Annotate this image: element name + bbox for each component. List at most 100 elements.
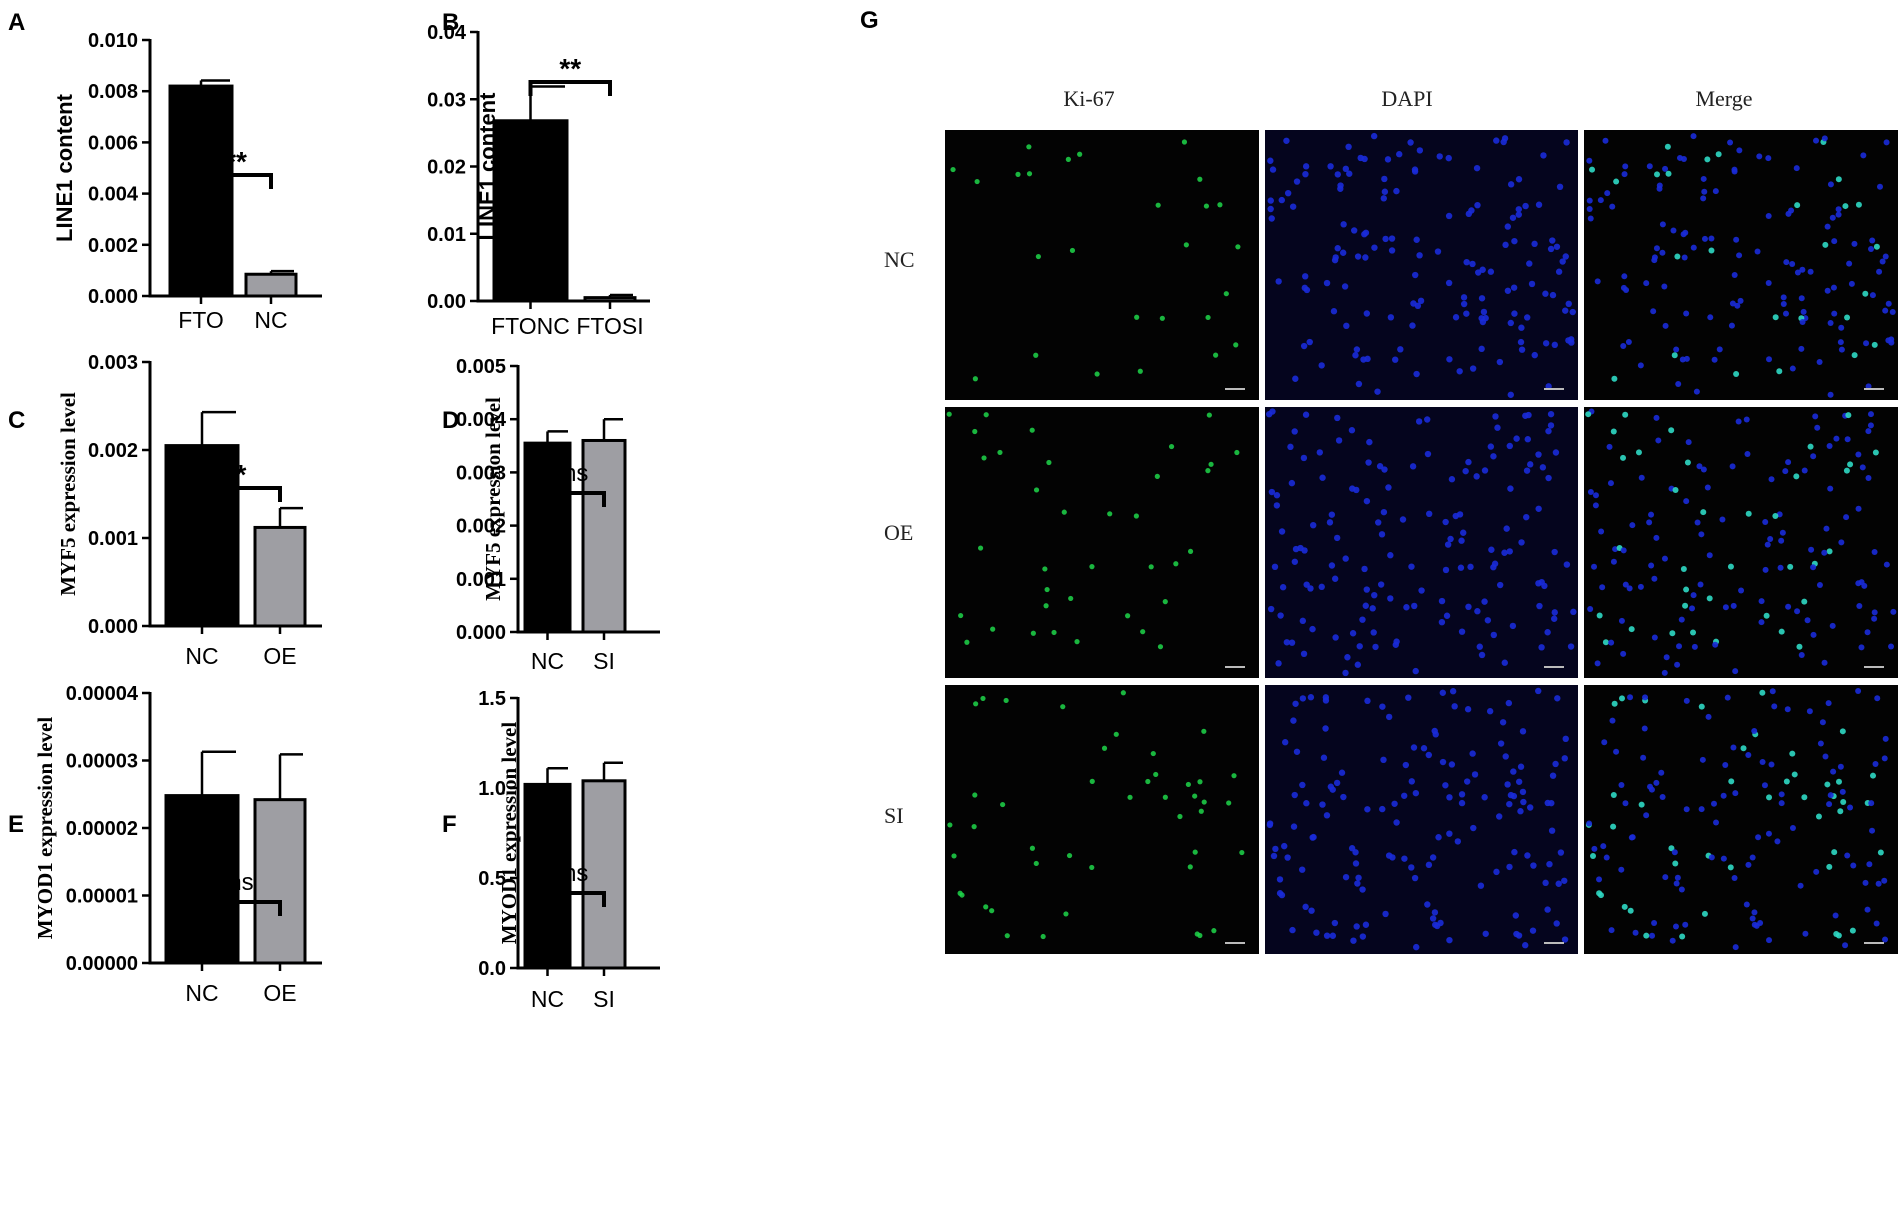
- dapi-nucleus: [1362, 254, 1369, 261]
- panel-b-letter: B: [442, 9, 459, 36]
- merged-nucleus: [1835, 211, 1842, 218]
- merged-nucleus: [1638, 474, 1645, 481]
- merged-nucleus: [1879, 258, 1886, 265]
- dapi-nucleus: [1507, 791, 1515, 799]
- dapi-nucleus: [1448, 761, 1456, 768]
- merged-nucleus: [1769, 688, 1776, 695]
- dapi-nucleus: [1372, 643, 1379, 651]
- dapi-nucleus: [1490, 453, 1497, 460]
- dapi-nucleus: [1379, 805, 1386, 813]
- dapi-nucleus: [1502, 241, 1509, 249]
- ki67-positive-cell: [972, 428, 978, 435]
- merged-positive-cell: [1680, 565, 1687, 572]
- dapi-nucleus: [1380, 756, 1387, 764]
- merged-nucleus: [1827, 181, 1834, 188]
- dapi-nucleus: [1542, 340, 1550, 347]
- ki67-positive-cell: [1068, 595, 1074, 602]
- dapi-nucleus: [1555, 268, 1563, 275]
- dapi-nucleus: [1334, 245, 1341, 252]
- dapi-nucleus: [1291, 428, 1298, 435]
- dapi-nucleus: [1506, 442, 1513, 450]
- dapi-nucleus: [1348, 427, 1356, 434]
- dapi-nucleus: [1546, 860, 1553, 868]
- dapi-nucleus: [1449, 688, 1457, 695]
- merged-nucleus: [1701, 235, 1708, 242]
- merged-nucleus: [1659, 249, 1666, 256]
- merged-nucleus: [1778, 791, 1785, 798]
- merged-nucleus: [1594, 660, 1601, 667]
- ki67-positive-cell: [1113, 731, 1119, 737]
- dapi-nucleus: [1492, 413, 1499, 420]
- dapi-nucleus: [1319, 474, 1326, 481]
- dapi-nucleus: [1363, 497, 1371, 505]
- dapi-nucleus: [1465, 603, 1472, 611]
- dapi-nucleus: [1322, 725, 1329, 732]
- dapi-nucleus: [1494, 424, 1501, 431]
- dapi-nucleus: [1452, 512, 1459, 520]
- dapi-nucleus: [1301, 547, 1308, 554]
- dapi-nucleus: [1527, 804, 1534, 811]
- dapi-nucleus: [1458, 791, 1466, 798]
- dapi-nucleus: [1273, 502, 1281, 509]
- merged-nucleus: [1869, 292, 1876, 299]
- dapi-nucleus: [1465, 458, 1472, 466]
- dapi-nucleus: [1364, 355, 1371, 363]
- merged-nucleus: [1751, 727, 1758, 734]
- panel-d-ytick-label: 0.000: [456, 622, 506, 644]
- merged-nucleus: [1860, 152, 1867, 159]
- dapi-nucleus: [1429, 854, 1437, 861]
- merged-nucleus: [1863, 340, 1870, 347]
- dapi-nucleus: [1359, 616, 1366, 623]
- merged-nucleus: [1822, 753, 1829, 760]
- dapi-nucleus: [1547, 410, 1555, 418]
- dapi-nucleus: [1473, 473, 1480, 480]
- ki67-positive-cell: [1051, 629, 1057, 636]
- dapi-nucleus: [1392, 641, 1399, 648]
- merged-positive-cell: [1843, 467, 1850, 474]
- merged-nucleus: [1761, 782, 1768, 789]
- ki67-positive-cell: [1183, 242, 1189, 248]
- ki67-positive-cell: [1187, 864, 1193, 870]
- merged-nucleus: [1778, 800, 1785, 807]
- dapi-nucleus: [1322, 694, 1330, 701]
- panel-c-ytick-label: 0.002: [88, 440, 138, 462]
- panel-e-bar-oe: [253, 798, 307, 965]
- merged-nucleus: [1876, 268, 1883, 275]
- merged-nucleus: [1628, 834, 1635, 841]
- merged-nucleus: [1732, 944, 1739, 951]
- dapi-nucleus: [1490, 564, 1497, 571]
- panel-f-ytick-label: 0.0: [478, 958, 506, 980]
- ki67-positive-cell: [1201, 728, 1207, 734]
- panel-f-y-axis-label: MYOD1 expression level: [497, 722, 521, 945]
- ki67-positive-cell: [1044, 586, 1050, 593]
- row-label-nc: NC: [884, 247, 915, 272]
- merged-nucleus: [1653, 779, 1660, 786]
- dapi-nucleus: [1288, 639, 1296, 646]
- dapi-nucleus: [1458, 537, 1465, 544]
- ki67-positive-cell: [1203, 203, 1210, 209]
- merged-positive-cell: [1610, 428, 1617, 435]
- dapi-nucleus: [1434, 248, 1442, 255]
- ki67-positive-cell: [1187, 548, 1194, 555]
- dapi-nucleus: [1377, 581, 1385, 588]
- merged-nucleus: [1604, 190, 1611, 197]
- merged-nucleus: [1661, 555, 1668, 562]
- merged-nucleus: [1785, 603, 1792, 610]
- merged-nucleus: [1810, 564, 1817, 571]
- merged-nucleus: [1662, 874, 1669, 881]
- dapi-nucleus: [1284, 854, 1291, 861]
- merged-nucleus: [1788, 207, 1795, 214]
- dapi-nucleus: [1342, 165, 1350, 173]
- dapi-nucleus: [1335, 437, 1343, 444]
- merged-nucleus: [1801, 467, 1808, 474]
- merged-nucleus: [1705, 713, 1712, 720]
- dapi-nucleus: [1284, 189, 1292, 197]
- merged-nucleus: [1601, 739, 1608, 746]
- ki67-positive-cell: [1201, 799, 1207, 805]
- dapi-nucleus: [1539, 464, 1547, 471]
- dapi-nucleus: [1507, 485, 1514, 492]
- merged-nucleus: [1831, 310, 1838, 317]
- merged-nucleus: [1608, 927, 1615, 934]
- dapi-nucleus: [1468, 207, 1475, 214]
- bar-chart-panel-c: C 0.000 0.001 0.002 0.003 NC OE * MYF5 expressio…: [8, 352, 322, 669]
